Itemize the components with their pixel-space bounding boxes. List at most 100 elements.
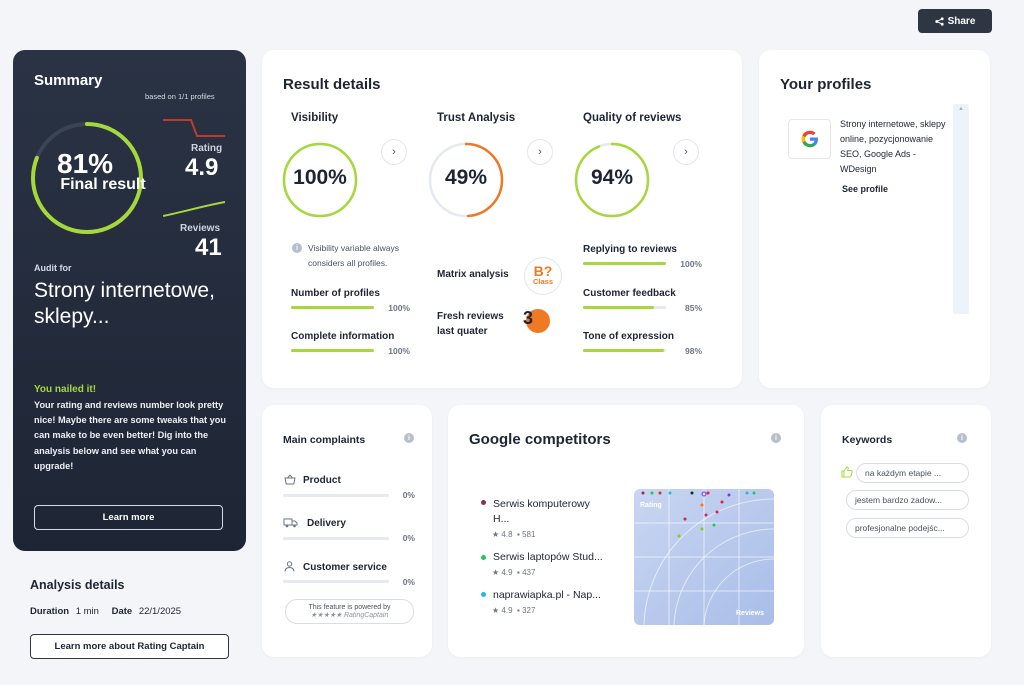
competitor-name[interactable]: naprawiapka.pl - Nap... [493, 589, 601, 601]
star-rating-icon: ★★★★★ [310, 612, 343, 619]
competitor-rating: 4.9 [501, 568, 513, 577]
fresh-reviews-value: 3 [523, 308, 534, 328]
matrix-class-badge: B? Class [524, 257, 562, 295]
date-label: Date [111, 606, 133, 617]
rating-sparkline [163, 119, 225, 137]
reviews-sparkline [163, 201, 225, 217]
date-value: 22/1/2025 [138, 606, 182, 617]
based-on-text: based on 1/1 profiles [145, 92, 215, 101]
quality-details-button[interactable]: › [673, 139, 699, 165]
competitor-name[interactable]: Serwis komputerowy H... [493, 498, 590, 525]
quality-gauge [574, 142, 650, 218]
metric-pct: 85% [684, 303, 702, 313]
metric-bar [583, 306, 666, 309]
competitor-reviews: 581 [522, 530, 536, 539]
your-profiles-title: Your profiles [780, 76, 872, 93]
competitor-name[interactable]: Serwis laptopów Stud... [493, 551, 603, 563]
metric-pct: 100% [388, 303, 410, 313]
final-score-label: Final result [60, 176, 146, 193]
share-button[interactable]: Share [918, 9, 992, 33]
profiles-scrollbar[interactable]: ▲ [953, 104, 969, 314]
chevron-right-icon: › [684, 146, 688, 158]
main-complaints-title: Main complaints [283, 434, 366, 446]
competitor-meta: ★ 4.9 ▪ 327 [492, 606, 535, 615]
visibility-note: Visibility variable always considers all… [308, 243, 400, 268]
chart-point [720, 500, 724, 504]
share-icon [934, 16, 944, 26]
chart-point [650, 491, 654, 495]
visibility-details-button[interactable]: › [381, 139, 407, 165]
complaint-bar [283, 580, 389, 583]
reviews-label: Reviews [180, 223, 221, 234]
visibility-value: 100% [293, 166, 347, 189]
trust-gauge [428, 142, 504, 218]
matrix-label: Matrix analysis [437, 269, 509, 280]
metric-pct: 100% [680, 259, 702, 269]
your-profiles-card: Your profiles Strony internetowe, sklepy… [759, 50, 990, 388]
comment-icon: ▪ [516, 606, 520, 615]
competitor-color-dot [481, 555, 486, 560]
rating-value: 4.9 [185, 154, 219, 181]
chevron-right-icon: › [538, 146, 542, 158]
star-icon: ★ [492, 568, 500, 577]
chart-point [700, 527, 704, 531]
chart-point [727, 493, 731, 497]
final-score-value: 81% [57, 148, 114, 179]
google-g-icon [801, 130, 818, 148]
chart-point [752, 491, 756, 495]
reviews-value: 41 [195, 234, 222, 261]
info-icon: i [292, 243, 302, 253]
complaint-pct: 0% [402, 533, 415, 543]
rating-label: Rating [191, 143, 223, 154]
audit-name: Strony internetowe, sklepy... [34, 279, 215, 328]
competitor-rating: 4.8 [501, 530, 513, 539]
final-score-gauge [31, 122, 143, 234]
visibility-title: Visibility [291, 112, 339, 124]
competitor-rating: 4.9 [501, 606, 513, 615]
result-details-card: Result details Visibility 100% › i Visib… [262, 50, 742, 388]
competitor-color-dot [481, 592, 486, 597]
trust-details-button[interactable]: › [527, 139, 553, 165]
metric-label: Tone of expression [583, 331, 674, 342]
see-profile-link[interactable]: See profile [842, 184, 889, 194]
metric-label: Replying to reviews [583, 244, 677, 255]
nailed-title: You nailed it! [34, 384, 97, 395]
competitor-meta: ★ 4.9 ▪ 437 [492, 568, 535, 577]
keyword-chip[interactable]: jestem bardzo zadow... [846, 490, 969, 510]
analysis-title: Analysis details [30, 578, 125, 592]
complaint-label: Customer service [303, 562, 387, 573]
audit-for-label: Audit for [34, 263, 72, 273]
quality-title: Quality of reviews [583, 112, 682, 124]
chart-point [641, 491, 645, 495]
keyword-chip[interactable]: profesjonalne podejśc... [846, 518, 969, 538]
chart-point [658, 491, 662, 495]
scroll-up-icon: ▲ [958, 106, 964, 112]
keyword-chip[interactable]: na każdym etapie ... [856, 463, 969, 483]
chart-y-label: Rating [640, 502, 662, 509]
competitor-reviews: 437 [522, 568, 536, 577]
info-icon: i [771, 433, 781, 443]
competitor-reviews: 327 [522, 606, 536, 615]
truck-icon [283, 518, 298, 528]
learn-more-rating-captain-button[interactable]: Learn more about Rating Captain [30, 634, 229, 659]
fresh-reviews-label: Fresh reviews last quater [437, 311, 504, 337]
complaint-label: Delivery [307, 518, 346, 529]
metric-pct: 100% [388, 346, 410, 356]
google-logo-icon [788, 119, 831, 159]
complaint-pct: 0% [402, 577, 415, 587]
person-icon [284, 561, 295, 572]
powered-by-text: This feature is powered by [308, 604, 391, 611]
competitor-meta: ★ 4.8 ▪ 581 [492, 530, 535, 539]
summary-title: Summary [34, 72, 103, 89]
chevron-right-icon: › [392, 146, 396, 158]
info-icon: i [404, 433, 414, 443]
metric-bar [291, 306, 374, 309]
complaint-bar [283, 537, 389, 540]
fresh-reviews-badge [526, 309, 550, 333]
main-complaints-card: Main complaints i Product 0% Delivery 0%… [262, 405, 432, 657]
metric-label: Customer feedback [583, 288, 676, 299]
chart-point [745, 491, 749, 495]
metric-bar [291, 349, 374, 352]
learn-more-button[interactable]: Learn more [34, 505, 223, 530]
chart-x-label: Reviews [736, 610, 764, 617]
